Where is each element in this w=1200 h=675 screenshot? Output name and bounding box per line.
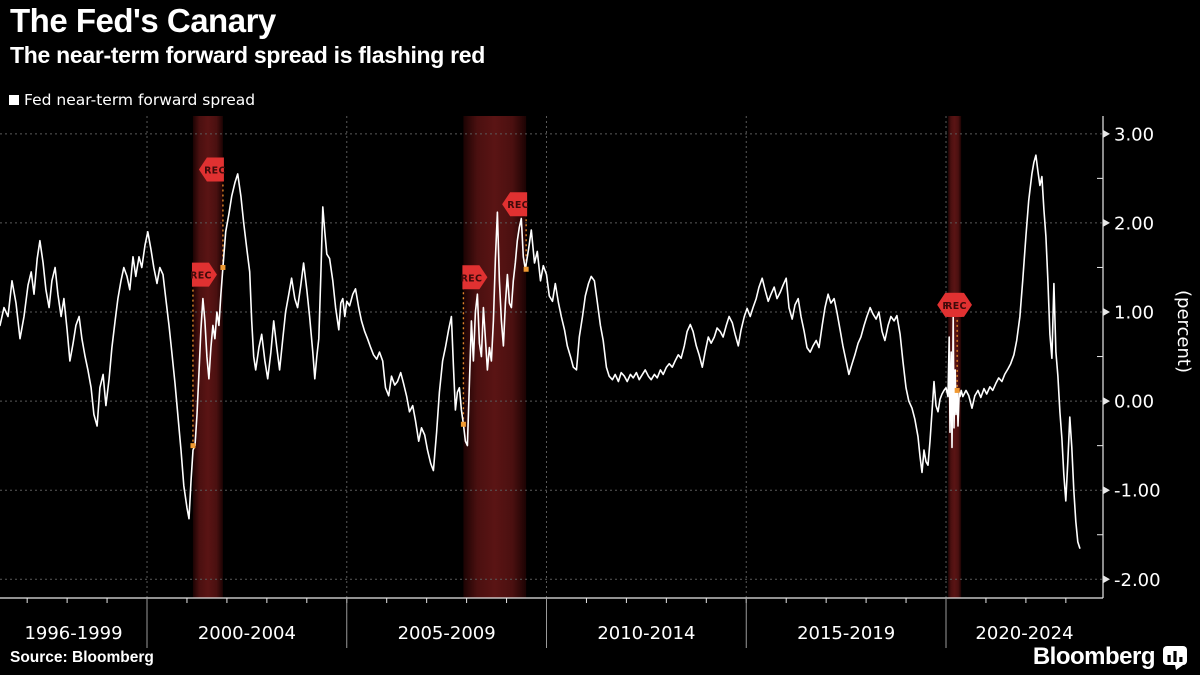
rec-flag-shape: [946, 292, 972, 317]
rec-flag: REC: [198, 157, 226, 182]
callout-dot: [220, 264, 226, 270]
y-axis-tick-arrow: [1103, 129, 1110, 138]
rec-flag-shape: [462, 265, 488, 290]
x-tick-label: 2015-2019: [797, 623, 895, 644]
callout-dot: [460, 421, 466, 427]
rec-flag-shape: [191, 262, 217, 287]
y-axis-tick-arrow: [1103, 486, 1110, 495]
rec-flag: REC: [461, 265, 488, 290]
legend-swatch: [9, 95, 19, 105]
recession-band: [947, 116, 962, 598]
rec-flag: REC: [502, 192, 529, 217]
rec-flag: REC: [945, 292, 972, 317]
series-line: [0, 154, 1081, 549]
y-tick-label: -1.00: [1114, 481, 1161, 502]
y-axis-tick-arrow: [1103, 575, 1110, 584]
x-tick-label: 1996-1999: [24, 623, 122, 644]
rec-flag: REC: [190, 262, 217, 287]
recession-band: [192, 116, 223, 598]
rec-flag-label: REC: [461, 273, 483, 284]
bloomberg-logo-text: Bloomberg: [1032, 643, 1156, 670]
y-tick-label: 0.00: [1114, 392, 1154, 413]
y-axis-unit-label: (percent): [1173, 290, 1194, 373]
y-tick-label: -2.00: [1114, 570, 1161, 591]
rec-flag-shape: [198, 157, 224, 182]
y-tick-label: 1.00: [1114, 303, 1154, 324]
source-label: Source: Bloomberg: [10, 649, 154, 666]
callout-dot: [190, 443, 196, 449]
y-axis-tick-arrow: [1103, 397, 1110, 406]
bloomberg-icon: [1163, 646, 1187, 670]
callout-dot: [523, 266, 529, 272]
rec-flag-label: REC: [507, 200, 529, 211]
legend-label: Fed near-term forward spread: [24, 91, 256, 109]
rec-flag-label: REC: [190, 271, 212, 282]
y-axis-tick-arrow: [1103, 308, 1110, 317]
rec-flag-shape: [502, 192, 528, 217]
x-tick-label: 2020-2024: [975, 623, 1073, 644]
bloomberg-logo: Bloomberg: [1033, 643, 1188, 671]
x-tick-label: 2000-2004: [198, 623, 296, 644]
chart-subtitle: The near-term forward spread is flashing…: [10, 42, 486, 68]
callout-dot: [954, 387, 960, 393]
y-tick-label: 2.00: [1114, 213, 1154, 234]
legend: Fed near-term forward spread: [9, 91, 255, 109]
y-axis-tick-arrow: [1103, 218, 1110, 227]
chart-title: The Fed's Canary: [10, 2, 276, 39]
rec-flag-label: REC: [204, 165, 226, 176]
x-tick-label: 2010-2014: [597, 623, 695, 644]
y-tick-label: 3.00: [1114, 124, 1154, 145]
x-tick-label: 2005-2009: [398, 623, 496, 644]
rec-flag-label: REC: [945, 301, 967, 312]
